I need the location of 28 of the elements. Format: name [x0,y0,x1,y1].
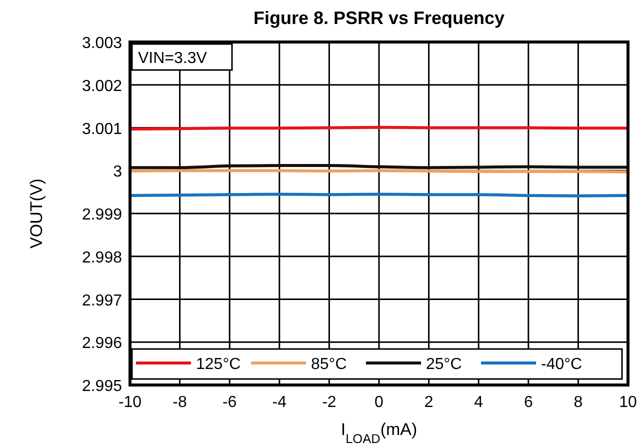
legend-label: 25°C [426,356,462,373]
x-tick-label: -4 [272,394,287,411]
x-tick-label: 4 [474,394,484,411]
x-tick-label: -10 [118,394,142,411]
y-tick-label: 3.002 [82,78,122,95]
legend-label: 125°C [196,356,241,373]
y-axis-title: VOUT(V) [27,178,46,248]
x-tick-label: -2 [322,394,336,411]
legend-label: 85°C [311,356,347,373]
y-tick-label: 2.997 [82,292,122,310]
x-tick-label: 8 [574,394,583,411]
y-tick-label: 3.003 [82,35,122,52]
y-tick-label: 3.001 [82,120,122,138]
x-tick-label: 10 [619,394,637,411]
y-tick-label: 2.998 [82,249,122,266]
x-tick-label: 0 [374,394,384,411]
x-axis-title: I$_{LOAD}$(mA) [340,420,418,446]
x-tick-label: 2 [424,394,434,411]
x-tick-label: -8 [172,394,188,411]
x-tick-label: 6 [524,394,533,411]
y-tick-label: 2.996 [82,335,122,352]
y-tick-label: 3 [113,164,122,181]
y-tick-label: 2.995 [82,378,122,395]
y-tick-label: 2.999 [82,206,122,224]
legend-label: -40°C [541,356,582,373]
chart-title: Figure 8. PSRR vs Frequency [253,8,505,28]
x-tick-label: -6 [222,394,237,411]
annotation: VIN=3.3V [138,50,208,67]
